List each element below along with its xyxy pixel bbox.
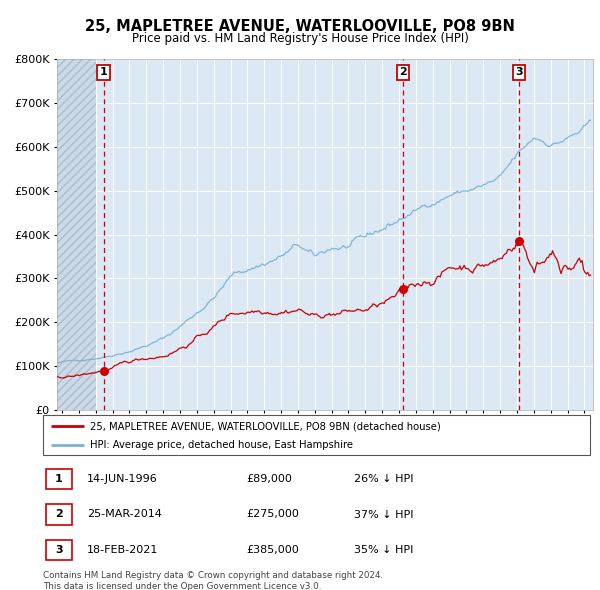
Text: 25-MAR-2014: 25-MAR-2014	[87, 510, 162, 519]
Text: 25, MAPLETREE AVENUE, WATERLOOVILLE, PO8 9BN (detached house): 25, MAPLETREE AVENUE, WATERLOOVILLE, PO8…	[90, 421, 440, 431]
Text: 37% ↓ HPI: 37% ↓ HPI	[354, 510, 413, 519]
Text: 3: 3	[55, 545, 62, 555]
Text: 3: 3	[515, 67, 523, 77]
FancyBboxPatch shape	[43, 415, 590, 455]
Text: 14-JUN-1996: 14-JUN-1996	[87, 474, 158, 484]
Text: 35% ↓ HPI: 35% ↓ HPI	[354, 545, 413, 555]
Text: 2: 2	[399, 67, 407, 77]
Text: HPI: Average price, detached house, East Hampshire: HPI: Average price, detached house, East…	[90, 440, 353, 450]
Bar	[57, 59, 96, 410]
Text: £385,000: £385,000	[246, 545, 299, 555]
FancyBboxPatch shape	[46, 504, 72, 525]
Text: Price paid vs. HM Land Registry's House Price Index (HPI): Price paid vs. HM Land Registry's House …	[131, 32, 469, 45]
FancyBboxPatch shape	[46, 469, 72, 489]
Text: 1: 1	[55, 474, 62, 484]
Text: Contains HM Land Registry data © Crown copyright and database right 2024.: Contains HM Land Registry data © Crown c…	[43, 571, 383, 580]
Text: 1: 1	[100, 67, 107, 77]
FancyBboxPatch shape	[46, 540, 72, 560]
Text: £89,000: £89,000	[246, 474, 292, 484]
Text: 18-FEB-2021: 18-FEB-2021	[87, 545, 158, 555]
Text: 2: 2	[55, 510, 62, 519]
Bar	[57, 59, 96, 410]
Text: £275,000: £275,000	[246, 510, 299, 519]
Text: This data is licensed under the Open Government Licence v3.0.: This data is licensed under the Open Gov…	[43, 582, 322, 590]
Text: 26% ↓ HPI: 26% ↓ HPI	[354, 474, 413, 484]
Text: 25, MAPLETREE AVENUE, WATERLOOVILLE, PO8 9BN: 25, MAPLETREE AVENUE, WATERLOOVILLE, PO8…	[85, 19, 515, 34]
